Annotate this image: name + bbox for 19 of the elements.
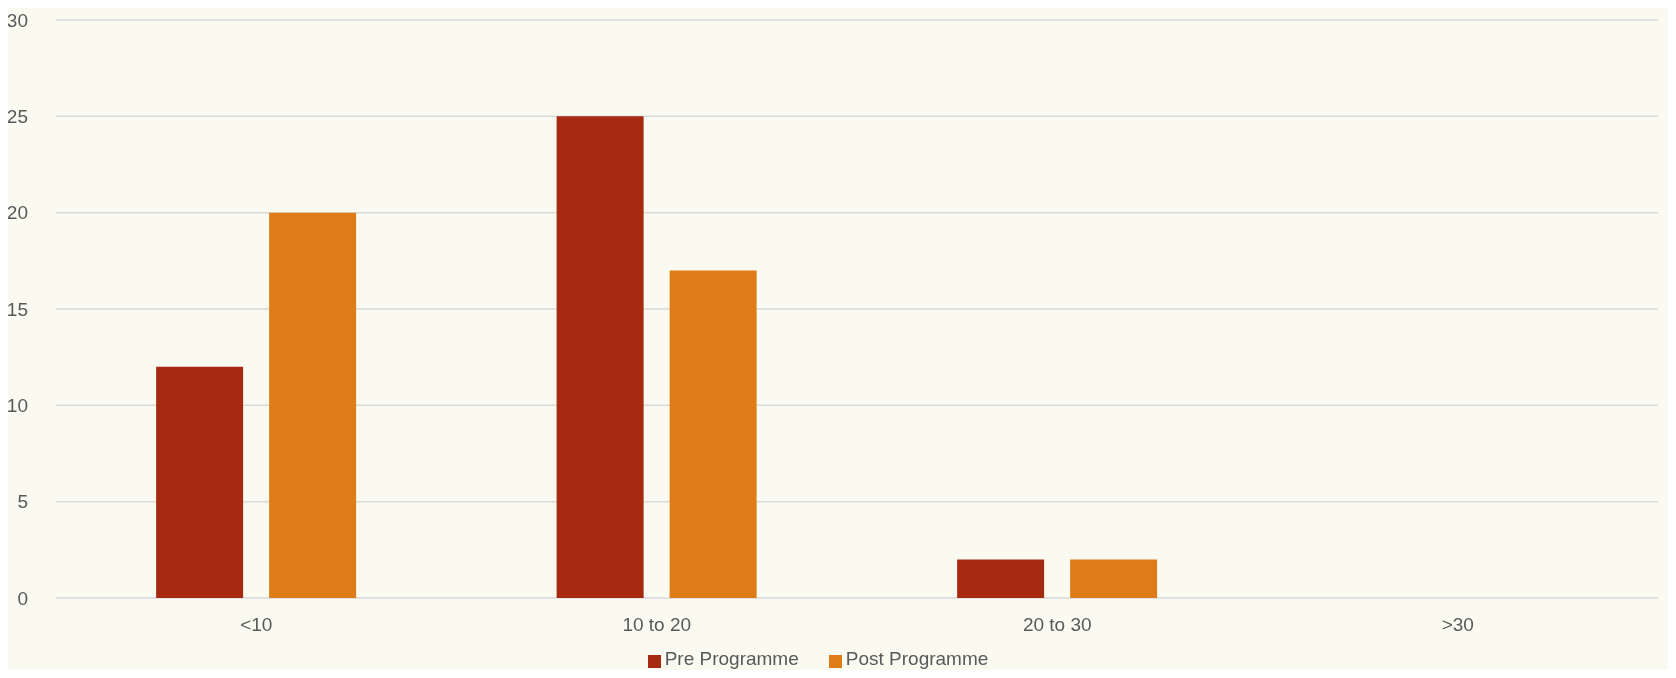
y-tick-label: 25	[6, 106, 28, 128]
bar	[1070, 559, 1158, 598]
bar	[957, 559, 1045, 598]
y-tick-label: 15	[6, 298, 28, 320]
y-tick-label: 20	[6, 202, 28, 224]
y-tick-label: 30	[6, 9, 28, 31]
x-tick-label: >30	[1441, 614, 1474, 636]
bar	[269, 212, 357, 598]
bar	[556, 116, 644, 598]
x-tick-label: <10	[240, 614, 273, 636]
y-tick-label: 0	[17, 587, 28, 609]
bar	[156, 366, 244, 598]
y-tick-label: 5	[17, 491, 28, 513]
legend-label: Post Programme	[845, 648, 989, 669]
legend-label: Pre Programme	[664, 648, 799, 669]
y-tick-label: 10	[6, 395, 28, 417]
x-tick-label: 10 to 20	[622, 614, 692, 636]
x-tick-label: 20 to 30	[1022, 614, 1092, 636]
bar	[669, 270, 757, 598]
